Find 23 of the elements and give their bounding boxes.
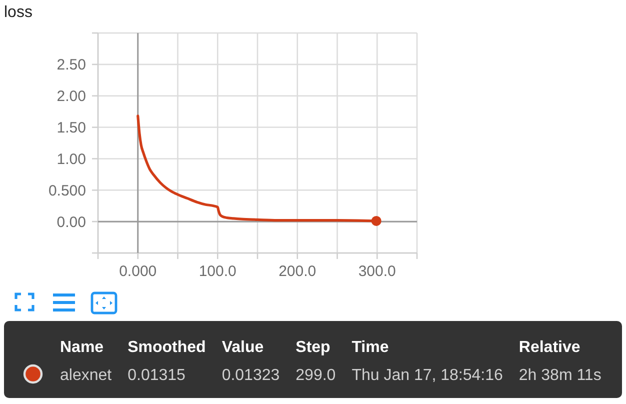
legend-label: alexnet bbox=[60, 367, 112, 384]
text: 299.0 bbox=[296, 367, 336, 384]
x-tick-label: 200.0 bbox=[278, 263, 316, 280]
text: Name bbox=[60, 339, 104, 356]
x-tick-label: 0.000 bbox=[119, 263, 157, 280]
text: Relative bbox=[518, 339, 580, 356]
x-tick-label: 100.0 bbox=[198, 263, 236, 280]
text: Smoothed bbox=[128, 339, 206, 356]
y-tick-label: 2.00 bbox=[56, 88, 86, 106]
text: Thu Jan 17, 18:54:16 bbox=[352, 367, 504, 384]
y-tick-label: 2.50 bbox=[56, 56, 86, 74]
x-tick-label: 300.0 bbox=[358, 263, 396, 280]
chart-title: loss bbox=[4, 4, 32, 21]
y-tick-label: 0.00 bbox=[56, 214, 86, 231]
text: 0.01315 bbox=[128, 367, 186, 384]
y-tick-label: 1.00 bbox=[56, 150, 86, 168]
y-tick-label: 1.50 bbox=[56, 120, 86, 137]
text: 2h 38m 11s bbox=[518, 367, 602, 384]
y-tick-label: 0.500 bbox=[48, 182, 86, 200]
text: Step bbox=[296, 339, 331, 356]
text: Value bbox=[222, 339, 264, 356]
text: Time bbox=[352, 339, 389, 356]
text: 0.01323 bbox=[222, 367, 280, 384]
